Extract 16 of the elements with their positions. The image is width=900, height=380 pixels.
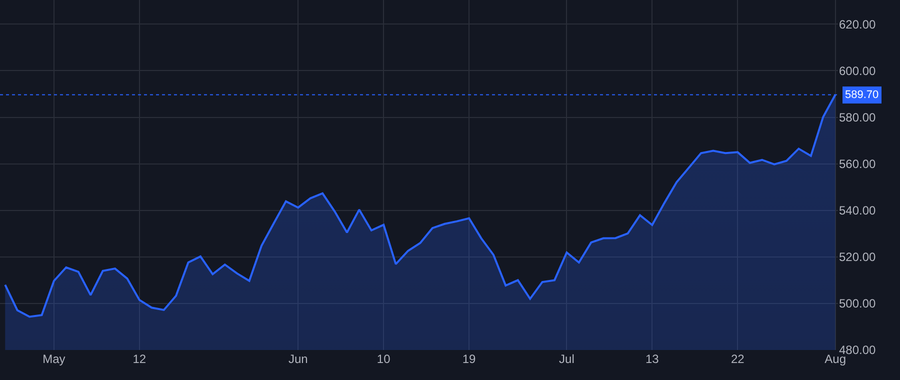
y-tick-label: 520.00 [839, 250, 876, 264]
x-tick-label: 12 [132, 352, 146, 366]
x-tick-label: May [42, 352, 66, 366]
y-tick-label: 580.00 [839, 110, 876, 124]
y-tick-label: 500.00 [839, 296, 876, 311]
y-tick-label: 620.00 [839, 17, 876, 32]
x-tick-label: 10 [376, 352, 391, 366]
y-tick-label: 600.00 [839, 64, 876, 78]
ref-line-label: 589.70 [845, 89, 879, 101]
x-tick-label: 19 [462, 352, 476, 366]
y-tick-label: 540.00 [839, 204, 876, 218]
x-tick-label: 22 [730, 352, 745, 366]
x-tick-label: 13 [646, 352, 660, 366]
x-tick-label: Jun [288, 352, 308, 366]
x-tick-label: Jul [559, 352, 574, 366]
y-tick-label: 560.00 [839, 157, 876, 172]
